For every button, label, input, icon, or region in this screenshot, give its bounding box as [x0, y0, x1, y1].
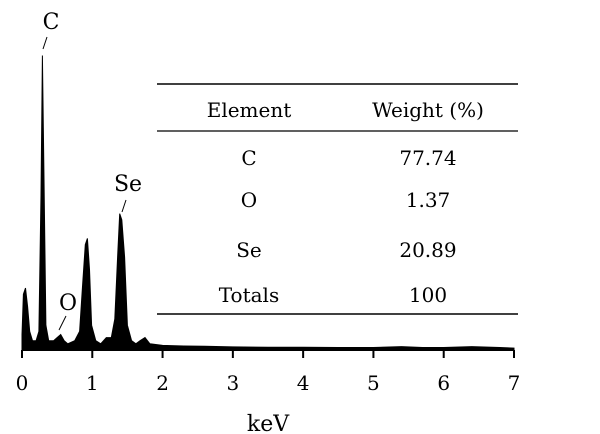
peak-label-se: Se	[114, 172, 142, 197]
peak-annotations: C O Se	[42, 10, 142, 331]
x-axis-title: keV	[247, 412, 290, 434]
spectrum-area	[21, 55, 515, 351]
x-axis-ticks: 0 1 2 3 4 5 6 7	[16, 350, 521, 395]
table-body: C 77.74 O 1.37 Se 20.89 Totals 100	[219, 146, 457, 307]
table-header-weight: Weight (%)	[372, 98, 484, 122]
table-cell-element: Totals	[219, 283, 279, 307]
x-tick-label-5: 5	[367, 371, 380, 395]
x-tick-label-4: 4	[297, 371, 310, 395]
x-tick-label-7: 7	[508, 371, 521, 395]
peak-leader-se	[121, 199, 127, 213]
table-cell-weight: 100	[409, 283, 447, 307]
table-header-element: Element	[207, 98, 292, 122]
x-tick-label-3: 3	[226, 371, 239, 395]
peak-label-c: C	[43, 10, 60, 35]
peak-label-o: O	[59, 291, 77, 316]
composition-table: Element Weight (%) C 77.74 O 1.37 Se 20.89 Tot…	[157, 83, 518, 315]
table-cell-element: C	[241, 146, 256, 170]
x-tick-label-6: 6	[437, 371, 450, 395]
peak-leader-c	[42, 36, 48, 50]
table-cell-weight: 20.89	[399, 238, 456, 262]
table-cell-element: Se	[236, 238, 262, 262]
table-cell-weight: 1.37	[406, 188, 451, 212]
peak-leader-o	[58, 315, 67, 331]
x-tick-label-1: 1	[86, 371, 99, 395]
x-tick-label-0: 0	[16, 371, 29, 395]
table-cell-weight: 77.74	[399, 146, 456, 170]
table-cell-element: O	[241, 188, 257, 212]
x-tick-label-2: 2	[156, 371, 169, 395]
